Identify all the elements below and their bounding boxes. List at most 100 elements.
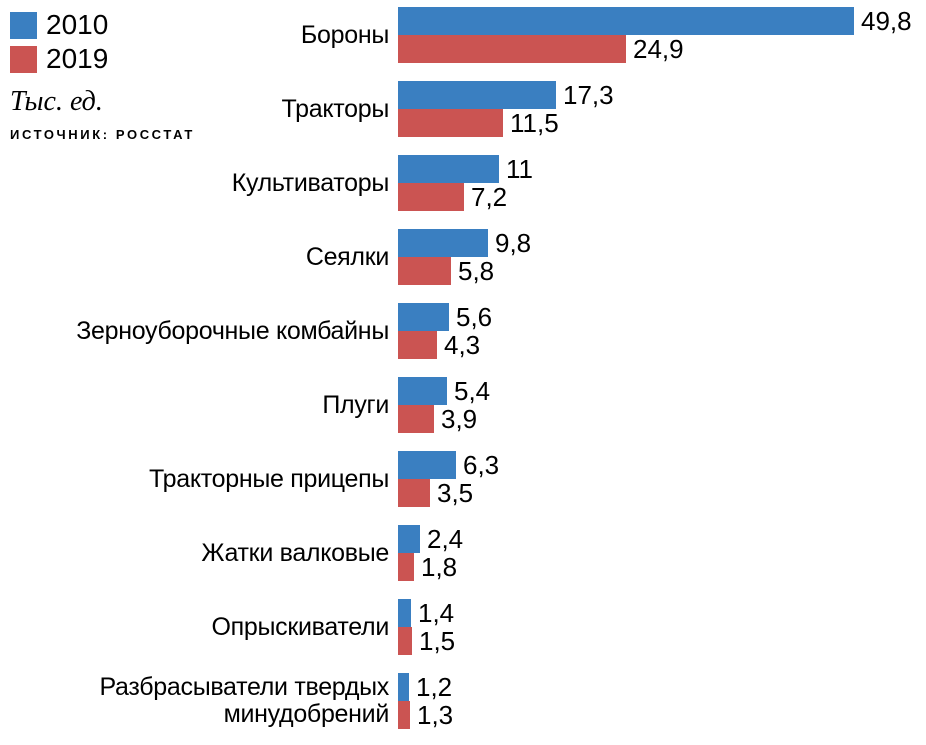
bar-group: 6,3 3,5 (398, 449, 926, 508)
category-label: Бороны (300, 20, 389, 49)
bar-line: 5,4 (398, 375, 926, 406)
chart-row: Тракторы 17,3 11,5 (0, 79, 926, 138)
bar-line: 11 (398, 153, 926, 184)
bar-2019 (398, 405, 434, 433)
bar-2010 (398, 7, 854, 35)
legend-label-2019: 2019 (46, 43, 109, 74)
bar-line: 5,6 (398, 301, 926, 332)
value-label-2010: 49,8 (861, 5, 912, 36)
bar-2010 (398, 673, 409, 701)
chart-row: Тракторные прицепы 6,3 3,5 (0, 449, 926, 508)
bar-line: 5,8 (398, 255, 926, 286)
chart-row: Бороны 49,8 24,9 (0, 5, 926, 64)
bar-2010 (398, 155, 499, 183)
bar-line: 11,5 (398, 107, 926, 138)
bar-2019 (398, 479, 430, 507)
bar-line: 17,3 (398, 79, 926, 110)
legend-item-2010: 2010 (10, 8, 195, 42)
legend-swatch-2010 (10, 11, 37, 39)
value-label-2010: 6,3 (463, 449, 500, 480)
chart-row: Жатки валковые 2,4 1,8 (0, 523, 926, 582)
bar-2019 (398, 257, 451, 285)
bar-group: 17,3 11,5 (398, 79, 926, 138)
bar-2010 (398, 451, 456, 479)
bar-2019 (398, 183, 464, 211)
legend-swatch-2019 (10, 45, 37, 73)
value-label-2010: 1,4 (418, 597, 455, 628)
chart-row: Культиваторы 11 7,2 (0, 153, 926, 212)
category-label: Тракторные прицепы (149, 464, 389, 493)
bar-2019 (398, 109, 503, 137)
bar-group: 49,8 24,9 (398, 5, 926, 64)
bar-line: 3,9 (398, 403, 926, 434)
chart-row: Зерноуборочные комбайны 5,6 4,3 (0, 301, 926, 360)
bar-group: 5,6 4,3 (398, 301, 926, 360)
bar-2019 (398, 627, 412, 655)
unit-label: Тыс. ед. (10, 86, 103, 117)
value-label-2010: 5,4 (454, 375, 491, 406)
chart-row: Плуги 5,4 3,9 (0, 375, 926, 434)
bar-line: 9,8 (398, 227, 926, 258)
value-label-2019: 3,9 (441, 403, 478, 434)
chart-row: Разбрасыватели твердых минудобрений 1,2 1,… (0, 671, 926, 730)
value-label-2019: 7,2 (471, 181, 508, 212)
bar-line: 1,3 (398, 699, 926, 730)
bar-line: 1,8 (398, 551, 926, 582)
chart-row: Сеялки 9,8 5,8 (0, 227, 926, 286)
value-label-2019: 3,5 (437, 477, 474, 508)
value-label-2019: 5,8 (458, 255, 495, 286)
category-label: Опрыскиватели (211, 612, 389, 641)
category-label: Сеялки (305, 242, 389, 271)
category-label: Разбрасыватели твердых минудобрений (99, 673, 390, 728)
legend-item-2019: 2019 (10, 42, 195, 76)
bar-group: 9,8 5,8 (398, 227, 926, 286)
bar-line: 1,4 (398, 597, 926, 628)
bar-2010 (398, 303, 449, 331)
bar-group: 1,2 1,3 (398, 671, 926, 730)
bar-group: 11 7,2 (398, 153, 926, 212)
category-label: Зерноуборочные комбайны (76, 316, 389, 345)
value-label-2010: 11 (506, 153, 533, 184)
bar-line: 49,8 (398, 5, 926, 36)
legend-label-2010: 2010 (46, 9, 109, 40)
category-label: Жатки валковые (201, 538, 389, 567)
bar-group: 1,4 1,5 (398, 597, 926, 656)
chart-row: Опрыскиватели 1,4 1,5 (0, 597, 926, 656)
value-label-2019: 1,8 (421, 551, 458, 582)
value-label-2019: 4,3 (444, 329, 481, 360)
bar-line: 4,3 (398, 329, 926, 360)
bar-line: 2,4 (398, 523, 926, 554)
value-label-2010: 2,4 (427, 523, 464, 554)
bar-group: 2,4 1,8 (398, 523, 926, 582)
category-label: Тракторы (281, 94, 390, 123)
source-label: ИСТОЧНИК: РОССТАТ (10, 127, 195, 142)
bar-line: 7,2 (398, 181, 926, 212)
bar-2019 (398, 701, 410, 729)
bar-group: 5,4 3,9 (398, 375, 926, 434)
bar-line: 1,2 (398, 671, 926, 702)
value-label-2010: 17,3 (563, 79, 614, 110)
value-label-2019: 1,5 (419, 625, 456, 656)
value-label-2019: 11,5 (510, 107, 559, 138)
bar-2010 (398, 377, 447, 405)
value-label-2010: 5,6 (456, 301, 493, 332)
bar-line: 24,9 (398, 33, 926, 64)
bar-line: 3,5 (398, 477, 926, 508)
value-label-2010: 9,8 (495, 227, 532, 258)
bar-2019 (398, 553, 414, 581)
category-label: Плуги (322, 390, 389, 419)
chart-legend: 2010 2019 Тыс. ед. ИСТОЧНИК: РОССТАТ (10, 8, 195, 142)
bar-2010 (398, 525, 420, 553)
bar-line: 6,3 (398, 449, 926, 480)
bar-2010 (398, 81, 556, 109)
bar-2019 (398, 331, 437, 359)
value-label-2010: 1,2 (416, 671, 453, 702)
value-label-2019: 24,9 (633, 33, 684, 64)
value-label-2019: 1,3 (417, 699, 454, 730)
bar-line: 1,5 (398, 625, 926, 656)
category-label: Культиваторы (231, 168, 390, 197)
bar-2019 (398, 35, 626, 63)
bar-2010 (398, 229, 488, 257)
bar-2010 (398, 599, 411, 627)
